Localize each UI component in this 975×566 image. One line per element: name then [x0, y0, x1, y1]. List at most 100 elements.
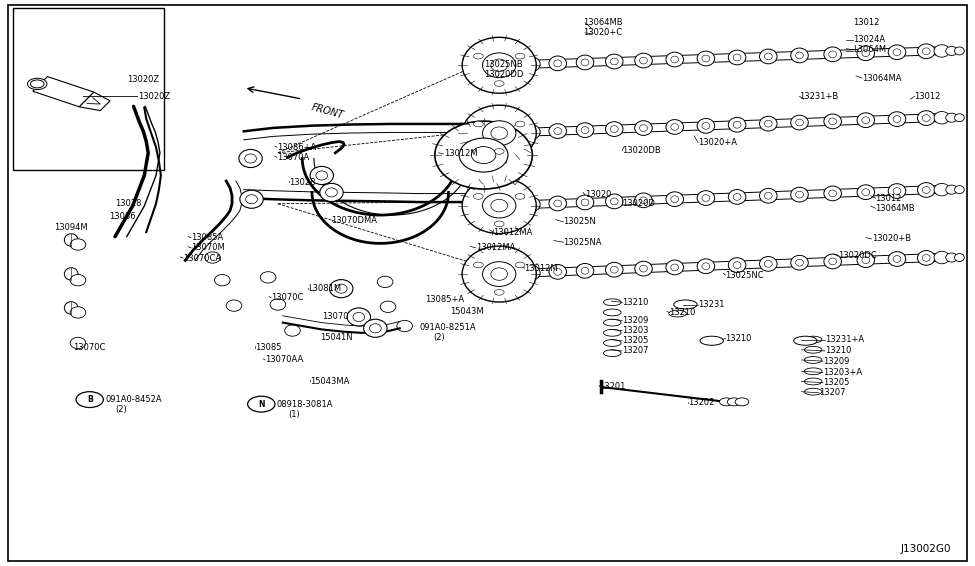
- Ellipse shape: [610, 126, 618, 132]
- Ellipse shape: [862, 50, 870, 57]
- Ellipse shape: [576, 123, 594, 138]
- Text: 091A0-8452A: 091A0-8452A: [105, 395, 162, 404]
- Text: 13085A: 13085A: [191, 233, 223, 242]
- Text: 13012M: 13012M: [525, 264, 558, 273]
- Ellipse shape: [635, 53, 652, 68]
- Text: 13020Z: 13020Z: [127, 75, 159, 84]
- Text: L3064M: L3064M: [853, 45, 886, 54]
- Ellipse shape: [316, 171, 328, 180]
- Text: 13064MB: 13064MB: [583, 18, 623, 27]
- Ellipse shape: [490, 127, 508, 139]
- Text: 13070CA: 13070CA: [183, 254, 221, 263]
- Ellipse shape: [604, 350, 621, 357]
- Circle shape: [494, 221, 504, 227]
- Circle shape: [515, 53, 525, 59]
- Ellipse shape: [64, 302, 78, 314]
- Ellipse shape: [581, 127, 589, 134]
- Polygon shape: [79, 92, 110, 110]
- Ellipse shape: [824, 254, 841, 269]
- Text: 13085+A: 13085+A: [425, 295, 464, 305]
- Ellipse shape: [554, 128, 562, 135]
- Ellipse shape: [554, 268, 562, 275]
- Text: 13207: 13207: [622, 346, 648, 355]
- Ellipse shape: [610, 58, 618, 65]
- Ellipse shape: [760, 49, 777, 64]
- Text: 13025NB: 13025NB: [485, 60, 524, 69]
- Ellipse shape: [760, 188, 777, 203]
- Ellipse shape: [934, 251, 950, 264]
- Ellipse shape: [239, 149, 262, 168]
- Ellipse shape: [888, 45, 906, 59]
- Ellipse shape: [946, 46, 957, 55]
- Ellipse shape: [581, 199, 589, 206]
- Text: 13094M: 13094M: [54, 223, 87, 232]
- Ellipse shape: [549, 56, 566, 71]
- Ellipse shape: [857, 46, 875, 61]
- Ellipse shape: [697, 51, 715, 66]
- Text: 13020+C: 13020+C: [583, 28, 622, 37]
- Ellipse shape: [397, 320, 412, 332]
- Text: 13205: 13205: [622, 336, 648, 345]
- Ellipse shape: [604, 329, 621, 336]
- Ellipse shape: [576, 55, 594, 70]
- Text: (2): (2): [433, 333, 445, 342]
- Text: 13203+A: 13203+A: [823, 368, 862, 377]
- Circle shape: [494, 149, 504, 155]
- Ellipse shape: [804, 368, 822, 375]
- Ellipse shape: [888, 112, 906, 126]
- Text: 13020+B: 13020+B: [872, 234, 911, 243]
- Text: 13085: 13085: [255, 343, 282, 352]
- Text: 15043MA: 15043MA: [310, 377, 349, 386]
- Text: 13202: 13202: [688, 398, 715, 408]
- Ellipse shape: [205, 252, 220, 263]
- Ellipse shape: [917, 251, 935, 265]
- Ellipse shape: [760, 116, 777, 131]
- Ellipse shape: [462, 178, 536, 234]
- Ellipse shape: [955, 186, 964, 194]
- Ellipse shape: [796, 259, 803, 266]
- Ellipse shape: [666, 260, 683, 275]
- Text: 13012MA: 13012MA: [493, 228, 532, 237]
- Ellipse shape: [922, 48, 930, 55]
- Ellipse shape: [64, 268, 78, 280]
- Ellipse shape: [581, 267, 589, 274]
- Ellipse shape: [483, 121, 516, 145]
- Ellipse shape: [955, 114, 964, 122]
- Ellipse shape: [804, 346, 822, 353]
- Ellipse shape: [671, 196, 679, 203]
- Ellipse shape: [922, 187, 930, 194]
- Ellipse shape: [335, 284, 347, 293]
- Ellipse shape: [245, 154, 256, 163]
- Ellipse shape: [320, 183, 343, 201]
- Ellipse shape: [605, 122, 623, 136]
- Ellipse shape: [490, 268, 508, 280]
- Ellipse shape: [728, 190, 746, 204]
- Ellipse shape: [697, 118, 715, 133]
- Circle shape: [515, 262, 525, 268]
- Ellipse shape: [554, 60, 562, 67]
- Ellipse shape: [804, 357, 822, 363]
- Ellipse shape: [605, 54, 623, 69]
- Ellipse shape: [922, 255, 930, 261]
- Text: J13002G0: J13002G0: [900, 543, 951, 554]
- Text: 13205: 13205: [823, 378, 849, 387]
- Text: L3081M: L3081M: [308, 284, 341, 293]
- Ellipse shape: [733, 121, 741, 128]
- Text: 13020Z: 13020Z: [138, 92, 171, 101]
- Text: 13012: 13012: [876, 194, 902, 203]
- Ellipse shape: [796, 52, 803, 59]
- Ellipse shape: [527, 269, 535, 276]
- Ellipse shape: [640, 197, 647, 204]
- Circle shape: [474, 121, 484, 127]
- Ellipse shape: [604, 340, 621, 346]
- Ellipse shape: [733, 194, 741, 200]
- Text: 13012: 13012: [853, 18, 879, 27]
- Ellipse shape: [459, 138, 508, 172]
- Ellipse shape: [671, 264, 679, 271]
- Ellipse shape: [364, 319, 387, 337]
- Ellipse shape: [862, 117, 870, 123]
- Ellipse shape: [700, 336, 723, 345]
- Ellipse shape: [527, 201, 535, 208]
- Text: 13028: 13028: [115, 199, 141, 208]
- Text: 13203: 13203: [622, 326, 648, 335]
